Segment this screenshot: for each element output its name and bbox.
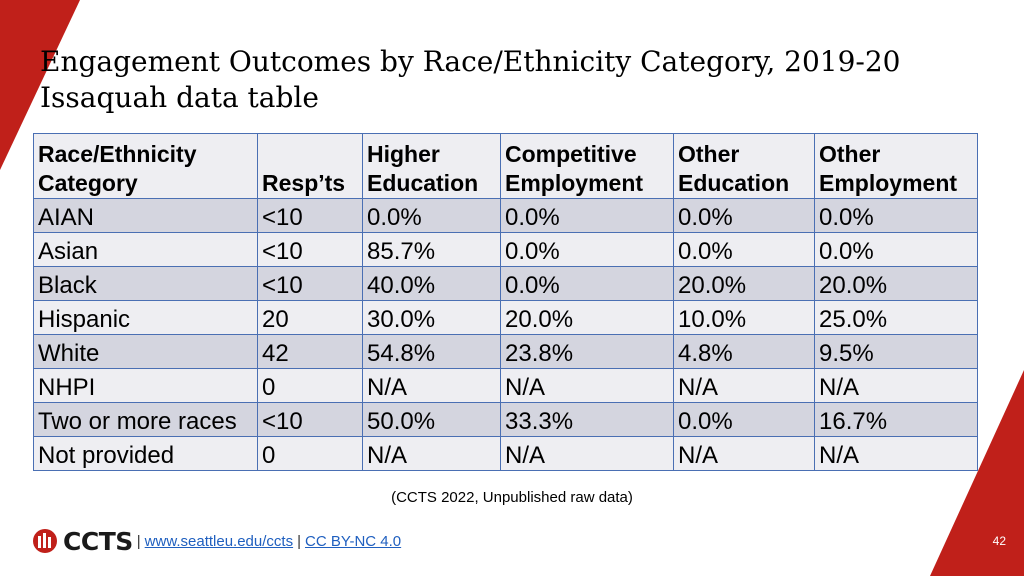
table-cell: Asian <box>33 232 258 267</box>
table-cell: 85.7% <box>362 232 501 267</box>
footer-separator: | <box>297 532 301 550</box>
table-cell: 0.0% <box>362 198 501 233</box>
header-competitive-employment: Competitive Employment <box>500 133 674 199</box>
slide-title: Engagement Outcomes by Race/Ethnicity Ca… <box>40 44 1000 116</box>
table-cell: 16.7% <box>814 402 978 437</box>
table-cell: Black <box>33 266 258 301</box>
table-cell: 20 <box>257 300 363 335</box>
table-cell: 25.0% <box>814 300 978 335</box>
footer: CCTS | www.seattleu.edu/ccts | CC BY-NC … <box>32 526 405 556</box>
table-cell: 42 <box>257 334 363 369</box>
footer-separator: | <box>136 532 141 550</box>
title-line-1: Engagement Outcomes by Race/Ethnicity Ca… <box>40 45 901 78</box>
table-cell: 50.0% <box>362 402 501 437</box>
table-cell: <10 <box>257 402 363 437</box>
table-cell: N/A <box>500 436 674 471</box>
table-cell: 0.0% <box>673 402 815 437</box>
table-cell: 30.0% <box>362 300 501 335</box>
table-cell: 9.5% <box>814 334 978 369</box>
table-cell: <10 <box>257 198 363 233</box>
table-cell: 0 <box>257 436 363 471</box>
header-race-category: Race/Ethnicity Category <box>33 133 258 199</box>
table-cell: Two or more races <box>33 402 258 437</box>
header-higher-education: Higher Education <box>362 133 501 199</box>
table-cell: 33.3% <box>500 402 674 437</box>
footer-link-license[interactable]: CC BY-NC 4.0 <box>304 532 402 550</box>
table-cell: 10.0% <box>673 300 815 335</box>
table-cell: 20.0% <box>673 266 815 301</box>
table-cell: 0.0% <box>500 198 674 233</box>
table-row: Not provided 0 N/A N/A N/A N/A <box>33 436 978 471</box>
table-cell: N/A <box>814 436 978 471</box>
logo-mark-icon <box>33 529 57 553</box>
table-cell: 4.8% <box>673 334 815 369</box>
table-cell: 54.8% <box>362 334 501 369</box>
table-cell: 20.0% <box>814 266 978 301</box>
table-cell: <10 <box>257 232 363 267</box>
table-cell: 0.0% <box>500 266 674 301</box>
table-cell: N/A <box>500 368 674 403</box>
page-number: 42 <box>992 534 1006 548</box>
table-cell: NHPI <box>33 368 258 403</box>
header-other-education: Other Education <box>673 133 815 199</box>
footer-link-website[interactable]: www.seattleu.edu/ccts <box>144 532 294 550</box>
table-cell: 0 <box>257 368 363 403</box>
table-cell: 0.0% <box>673 198 815 233</box>
table-cell: 23.8% <box>500 334 674 369</box>
data-table: Race/Ethnicity Category Resp’ts Higher Edu… <box>33 133 978 471</box>
ccts-logo: CCTS <box>32 527 133 556</box>
table-cell: N/A <box>362 436 501 471</box>
table-row: Black <10 40.0% 0.0% 20.0% 20.0% <box>33 266 978 301</box>
table-cell: 40.0% <box>362 266 501 301</box>
header-other-employment: Other Employment <box>814 133 978 199</box>
table-cell: 20.0% <box>500 300 674 335</box>
table-row: Asian <10 85.7% 0.0% 0.0% 0.0% <box>33 232 978 267</box>
table-row: NHPI 0 N/A N/A N/A N/A <box>33 368 978 403</box>
table-cell: Hispanic <box>33 300 258 335</box>
table-cell: N/A <box>673 436 815 471</box>
table-cell: 0.0% <box>814 232 978 267</box>
header-respondents: Resp’ts <box>257 133 363 199</box>
citation: (CCTS 2022, Unpublished raw data) <box>391 489 633 506</box>
table-row: Hispanic 20 30.0% 20.0% 10.0% 25.0% <box>33 300 978 335</box>
title-line-2: Issaquah data table <box>40 81 319 114</box>
table-row: Two or more races <10 50.0% 33.3% 0.0% 1… <box>33 402 978 437</box>
table-cell: 0.0% <box>500 232 674 267</box>
table-cell: Not provided <box>33 436 258 471</box>
table-cell: AIAN <box>33 198 258 233</box>
table-cell: 0.0% <box>814 198 978 233</box>
table-cell: 0.0% <box>673 232 815 267</box>
table-cell: <10 <box>257 266 363 301</box>
table-cell: N/A <box>362 368 501 403</box>
table-cell: N/A <box>673 368 815 403</box>
table-cell: White <box>33 334 258 369</box>
table-row: AIAN <10 0.0% 0.0% 0.0% 0.0% <box>33 198 978 233</box>
table-row: White 42 54.8% 23.8% 4.8% 9.5% <box>33 334 978 369</box>
table-header-row: Race/Ethnicity Category Resp’ts Higher Edu… <box>33 133 978 199</box>
table-cell: N/A <box>814 368 978 403</box>
